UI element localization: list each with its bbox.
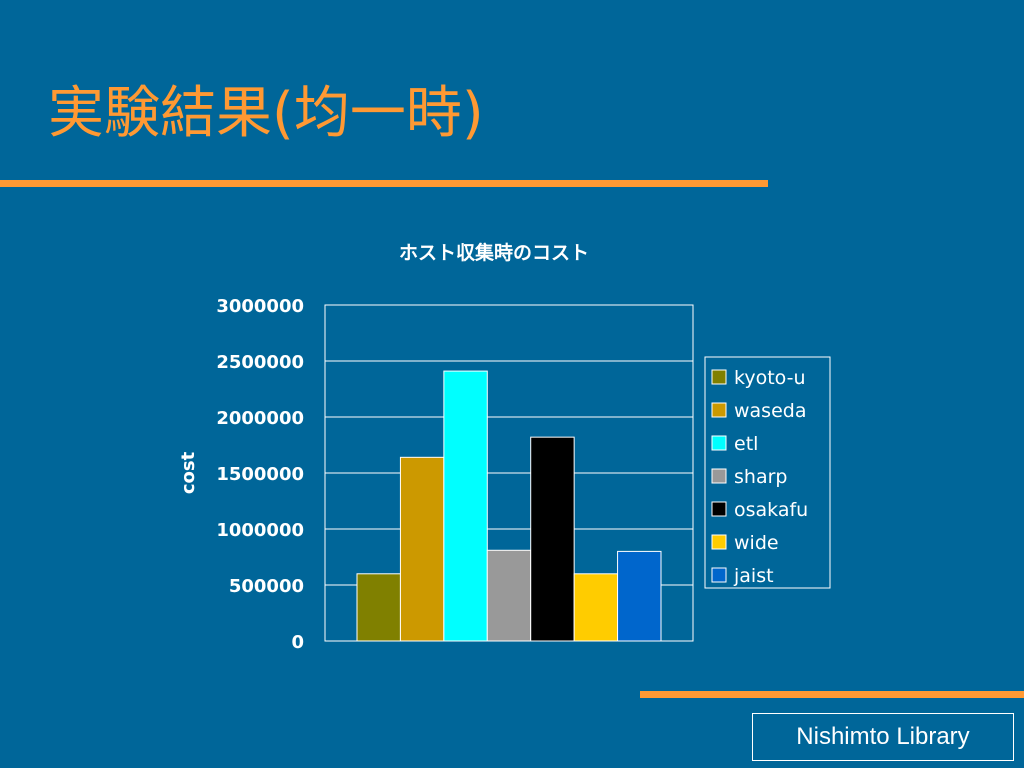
y-tick-label: 500000 <box>229 576 304 597</box>
legend-label-jaist: jaist <box>733 565 774 587</box>
legend-swatch-etl <box>711 435 727 451</box>
legend-label-waseda: waseda <box>734 400 806 422</box>
footer-label: Nishimto Library <box>752 713 1014 761</box>
slide-title: 実験結果(均一時) <box>48 81 484 146</box>
legend-swatch-waseda <box>711 402 727 418</box>
bar-wide <box>573 573 619 642</box>
legend-box <box>704 356 831 589</box>
legend-label-sharp: sharp <box>734 466 787 488</box>
y-tick-label: 0 <box>291 632 304 653</box>
bar-sharp <box>486 549 532 642</box>
legend-swatch-osakafu <box>711 501 727 517</box>
legend-swatch-jaist <box>711 567 727 583</box>
y-axis-ticks: 0 500000 1000000 1500000 2000000 2500000 30000… <box>216 296 304 653</box>
legend-label-etl: etl <box>734 433 758 455</box>
title-underline <box>0 180 768 187</box>
y-tick-label: 3000000 <box>216 296 304 317</box>
y-tick-label: 1000000 <box>216 520 304 541</box>
bars <box>356 370 662 642</box>
bar-jaist <box>617 550 662 642</box>
footer-rule <box>640 691 1024 698</box>
y-tick-label: 2000000 <box>216 408 304 429</box>
legend-swatch-kyoto-u <box>711 369 727 385</box>
legend-label-wide: wide <box>734 532 779 554</box>
y-axis-label: cost <box>178 451 199 494</box>
legend-swatch-wide <box>711 534 727 550</box>
y-tick-label: 2500000 <box>216 352 304 373</box>
legend: kyoto-u waseda etl sharp osakafu wide jaist <box>704 356 831 589</box>
legend-swatch-sharp <box>711 468 727 484</box>
bar-kyoto-u <box>356 573 401 642</box>
legend-label-kyoto-u: kyoto-u <box>734 367 806 389</box>
chart-title: ホスト収集時のコスト <box>399 241 589 264</box>
bar-waseda <box>399 456 445 642</box>
legend-label-osakafu: osakafu <box>734 499 808 521</box>
bar-etl <box>443 370 488 642</box>
bar-osakafu <box>530 436 575 642</box>
y-tick-label: 1500000 <box>216 464 304 485</box>
